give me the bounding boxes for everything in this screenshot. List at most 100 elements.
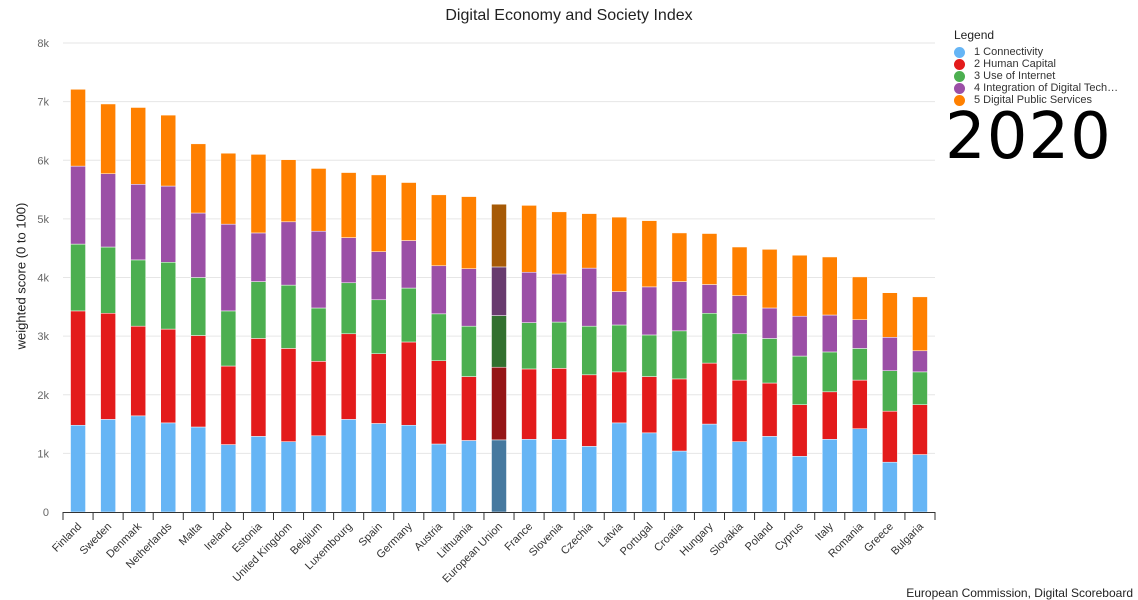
bar-segment-france-s2[interactable] [521, 368, 537, 440]
bar-segment-slovenia-s4[interactable] [551, 273, 567, 323]
bar-segment-italy-s2[interactable] [822, 391, 838, 440]
bar-segment-greece-s5[interactable] [882, 292, 898, 338]
bar-segment-estonia-s1[interactable] [250, 436, 267, 513]
bar-segment-belgium-s2[interactable] [310, 361, 327, 437]
bar-segment-hungary-s5[interactable] [701, 233, 718, 285]
bar-segment-greece-s1[interactable] [882, 461, 898, 513]
bar-segment-netherlands-s1[interactable] [160, 422, 176, 513]
legend-item[interactable]: 2 Human Capital [954, 58, 1118, 70]
bar-segment-belgium-s3[interactable] [310, 307, 327, 362]
bar-segment-denmark-s3[interactable] [130, 259, 146, 327]
bar-segment-germany-s3[interactable] [401, 287, 417, 343]
bar-segment-slovakia-s5[interactable] [731, 246, 748, 296]
bar-segment-ireland-s4[interactable] [220, 223, 237, 312]
bar-segment-czechia-s5[interactable] [581, 213, 597, 269]
bar-segment-austria-s1[interactable] [431, 443, 447, 513]
bar-segment-estonia-s3[interactable] [250, 281, 267, 339]
bar-segment-sweden-s5[interactable] [100, 103, 116, 174]
bar-segment-slovenia-s2[interactable] [551, 368, 567, 440]
legend-item[interactable]: 4 Integration of Digital Tech… [954, 82, 1118, 94]
bar-segment-spain-s2[interactable] [370, 353, 387, 424]
bar-segment-slovakia-s4[interactable] [731, 295, 748, 335]
bar-segment-czechia-s4[interactable] [581, 267, 597, 327]
bar-segment-malta-s5[interactable] [190, 143, 207, 214]
bar-segment-luxembourg-s1[interactable] [340, 419, 357, 513]
bar-segment-poland-s2[interactable] [761, 382, 778, 437]
bar-segment-estonia-s4[interactable] [250, 232, 267, 282]
bar-segment-poland-s5[interactable] [761, 249, 778, 309]
bar-segment-sweden-s2[interactable] [100, 313, 116, 420]
bar-segment-cyprus-s3[interactable] [791, 355, 808, 405]
bar-segment-greece-s2[interactable] [882, 410, 898, 463]
bar-segment-estonia-s5[interactable] [250, 154, 267, 234]
bar-segment-romania-s5[interactable] [852, 276, 868, 320]
bar-segment-denmark-s5[interactable] [130, 107, 146, 185]
bar-segment-ireland-s2[interactable] [220, 365, 237, 445]
bar-segment-denmark-s2[interactable] [130, 325, 146, 417]
bar-segment-united-kingdom-s4[interactable] [280, 221, 297, 286]
bar-segment-finland-s2[interactable] [70, 310, 86, 426]
bar-segment-denmark-s4[interactable] [130, 184, 146, 261]
bar-segment-romania-s3[interactable] [852, 348, 868, 381]
bar-segment-slovenia-s1[interactable] [551, 439, 567, 513]
legend-item[interactable]: 5 Digital Public Services [954, 94, 1118, 106]
bar-segment-bulgaria-s1[interactable] [912, 454, 928, 513]
bar-segment-romania-s2[interactable] [852, 379, 868, 430]
bar-segment-bulgaria-s3[interactable] [912, 371, 928, 405]
bar-segment-france-s1[interactable] [521, 439, 537, 513]
bar-segment-greece-s4[interactable] [882, 337, 898, 371]
bar-segment-austria-s5[interactable] [431, 194, 447, 267]
bar-segment-sweden-s4[interactable] [100, 173, 116, 248]
bar-segment-european-union-s4[interactable] [491, 266, 507, 316]
bar-segment-finland-s4[interactable] [70, 165, 86, 245]
bar-segment-cyprus-s5[interactable] [791, 254, 808, 317]
bar-segment-denmark-s1[interactable] [130, 415, 146, 513]
bar-segment-ireland-s3[interactable] [220, 310, 237, 367]
bar-segment-france-s4[interactable] [521, 271, 537, 323]
bar-segment-austria-s2[interactable] [431, 360, 447, 445]
bar-segment-greece-s3[interactable] [882, 370, 898, 412]
bar-segment-portugal-s5[interactable] [641, 220, 658, 288]
bar-segment-austria-s4[interactable] [431, 265, 447, 315]
bar-segment-france-s3[interactable] [521, 322, 537, 370]
bar-segment-malta-s1[interactable] [190, 426, 207, 513]
bar-segment-latvia-s3[interactable] [611, 324, 628, 373]
bar-segment-belgium-s1[interactable] [310, 435, 327, 513]
bar-segment-united-kingdom-s1[interactable] [280, 441, 297, 513]
bar-segment-slovenia-s5[interactable] [551, 211, 567, 275]
bar-segment-poland-s3[interactable] [761, 338, 778, 384]
bar-segment-lithuania-s5[interactable] [461, 196, 477, 269]
bar-segment-bulgaria-s2[interactable] [912, 404, 928, 455]
bar-segment-croatia-s2[interactable] [671, 378, 688, 452]
bar-segment-european-union-s3[interactable] [491, 315, 507, 368]
bar-segment-european-union-s1[interactable] [491, 439, 507, 513]
bar-segment-netherlands-s4[interactable] [160, 185, 176, 263]
bar-segment-latvia-s2[interactable] [611, 371, 628, 424]
bar-segment-slovakia-s1[interactable] [731, 441, 748, 513]
bar-segment-lithuania-s4[interactable] [461, 268, 477, 327]
bar-segment-italy-s5[interactable] [822, 256, 838, 316]
bar-segment-austria-s3[interactable] [431, 313, 447, 361]
bar-segment-finland-s3[interactable] [70, 243, 86, 312]
bar-segment-italy-s1[interactable] [822, 439, 838, 513]
bar-segment-luxembourg-s4[interactable] [340, 237, 357, 284]
bar-segment-germany-s1[interactable] [401, 424, 417, 513]
bar-segment-poland-s4[interactable] [761, 307, 778, 339]
bar-segment-netherlands-s2[interactable] [160, 328, 176, 424]
bar-segment-finland-s1[interactable] [70, 424, 86, 513]
bar-segment-latvia-s4[interactable] [611, 291, 628, 326]
bar-segment-portugal-s2[interactable] [641, 376, 658, 434]
legend-item[interactable]: 3 Use of Internet [954, 70, 1118, 82]
bar-segment-lithuania-s1[interactable] [461, 440, 477, 513]
bar-segment-belgium-s5[interactable] [310, 168, 327, 232]
bar-segment-luxembourg-s2[interactable] [340, 333, 357, 420]
bar-segment-hungary-s4[interactable] [701, 284, 718, 314]
bar-segment-european-union-s5[interactable] [491, 203, 507, 268]
bar-segment-cyprus-s4[interactable] [791, 315, 808, 357]
bar-segment-hungary-s3[interactable] [701, 313, 718, 364]
bar-segment-germany-s5[interactable] [401, 182, 417, 241]
bar-segment-portugal-s4[interactable] [641, 286, 658, 336]
bar-segment-romania-s1[interactable] [852, 428, 868, 513]
bar-segment-germany-s2[interactable] [401, 341, 417, 426]
bar-segment-slovakia-s2[interactable] [731, 379, 748, 442]
